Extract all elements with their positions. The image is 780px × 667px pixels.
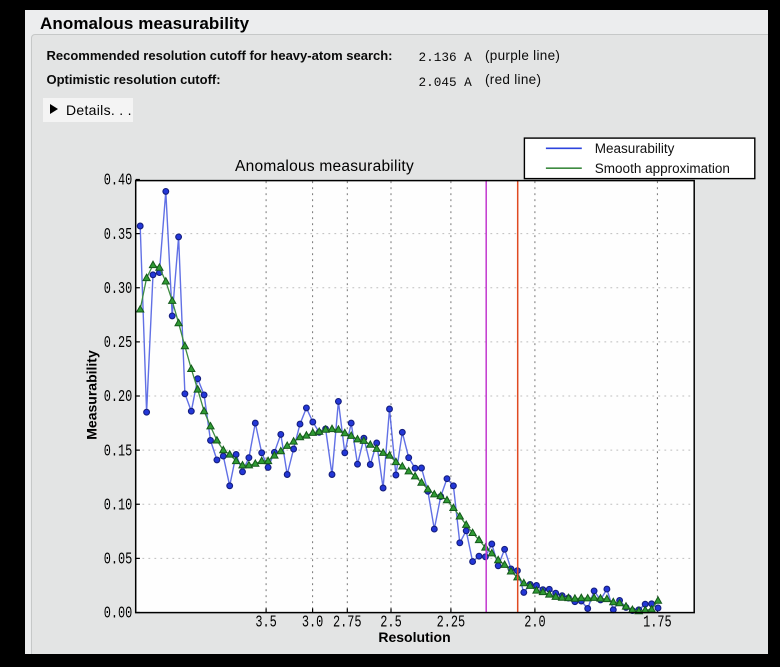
svg-text:Smooth approximation: Smooth approximation: [595, 161, 730, 176]
svg-text:0.25: 0.25: [104, 334, 133, 352]
svg-text:3.0: 3.0: [302, 614, 323, 632]
svg-text:Measurability: Measurability: [595, 141, 675, 156]
svg-text:2.0: 2.0: [524, 614, 545, 632]
svg-text:2.5: 2.5: [380, 614, 401, 632]
svg-text:0.35: 0.35: [104, 226, 133, 244]
svg-text:0.00: 0.00: [104, 605, 133, 623]
svg-text:0.40: 0.40: [104, 172, 133, 190]
svg-text:2.25: 2.25: [437, 614, 466, 632]
svg-text:0.05: 0.05: [104, 551, 133, 569]
svg-text:Anomalous measurability: Anomalous measurability: [235, 158, 414, 175]
svg-text:1.75: 1.75: [643, 614, 672, 632]
svg-text:0.15: 0.15: [104, 443, 133, 461]
svg-text:2.75: 2.75: [333, 614, 362, 632]
svg-text:0.30: 0.30: [104, 280, 133, 298]
svg-text:3.5: 3.5: [255, 614, 276, 632]
svg-text:Resolution: Resolution: [378, 629, 450, 645]
svg-text:0.20: 0.20: [104, 389, 133, 407]
svg-text:0.10: 0.10: [104, 497, 133, 515]
svg-text:Measurability: Measurability: [84, 350, 100, 440]
